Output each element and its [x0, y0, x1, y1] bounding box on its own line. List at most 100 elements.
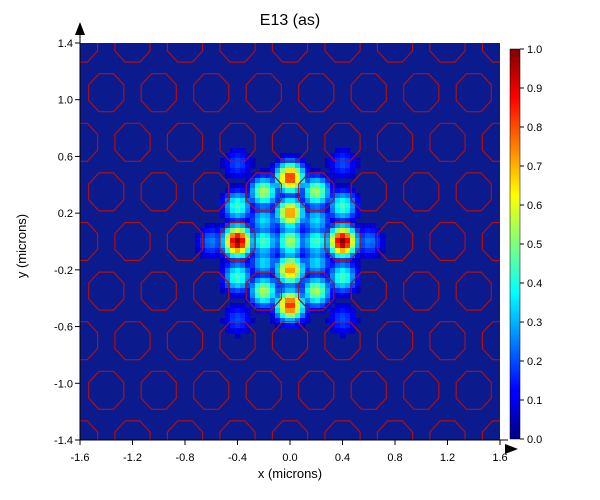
colorbar-tick-label: 0.6 [527, 200, 542, 212]
field-cell [235, 323, 241, 329]
field-cell [265, 168, 271, 174]
air-hole [324, 122, 361, 162]
field-cell [280, 248, 286, 254]
x-tick-label: -1.2 [123, 452, 142, 464]
field-cell [275, 303, 281, 309]
field-cell [230, 223, 236, 229]
field-cell [245, 183, 251, 189]
field-cell [240, 208, 246, 214]
field-cell [295, 203, 301, 209]
field-cell [315, 223, 321, 229]
field-cell [310, 308, 316, 314]
field-cell [240, 183, 246, 189]
field-cell [330, 288, 336, 294]
field-cell [195, 248, 201, 254]
field-cell [280, 218, 286, 224]
field-cell [210, 248, 216, 254]
field-cell [230, 293, 236, 299]
field-cell [240, 168, 246, 174]
field-cell [255, 258, 261, 264]
field-cell [210, 228, 216, 234]
field-cell [245, 268, 251, 274]
field-cell [320, 198, 326, 204]
field-cell [335, 323, 341, 329]
field-cell [290, 163, 296, 169]
air-hole [36, 471, 71, 500]
field-cell [330, 253, 336, 259]
field-cell [275, 218, 281, 224]
field-cell [320, 173, 326, 179]
field-cell [325, 223, 331, 229]
air-hole [89, 0, 124, 13]
field-cell [245, 293, 251, 299]
field-cell [290, 233, 296, 239]
field-cell [375, 253, 381, 259]
field-cell [340, 188, 346, 194]
field-cell [210, 233, 216, 239]
field-cell [300, 208, 306, 214]
field-cell [265, 248, 271, 254]
field-cell [295, 163, 301, 169]
field-cell [280, 298, 286, 304]
field-cell [295, 283, 301, 289]
field-cell [285, 238, 291, 244]
field-cell [260, 298, 266, 304]
field-cell [250, 318, 256, 324]
field-cell [255, 243, 261, 249]
field-cell [345, 218, 351, 224]
field-cell [290, 323, 296, 329]
field-cell [305, 193, 311, 199]
field-cell [235, 168, 241, 174]
field-cell [265, 203, 271, 209]
air-hole [324, 221, 361, 262]
field-cell [295, 278, 301, 284]
field-cell [330, 278, 336, 284]
field-cell [370, 248, 376, 254]
field-cell [305, 318, 311, 324]
field-cell [260, 258, 266, 264]
field-cell [305, 258, 311, 264]
air-hole [429, 321, 466, 361]
air-hole [587, 123, 600, 161]
field-cell [240, 268, 246, 274]
field-cell [280, 308, 286, 314]
field-cell [345, 263, 351, 269]
field-cell [315, 308, 321, 314]
field-cell [300, 168, 306, 174]
field-cell [330, 233, 336, 239]
air-hole [0, 173, 19, 211]
field-cell [275, 323, 281, 329]
field-cell [300, 293, 306, 299]
field-cell [310, 258, 316, 264]
field-cell [340, 283, 346, 289]
field-cell [310, 193, 316, 199]
field-cell [230, 163, 236, 169]
field-cell [240, 323, 246, 329]
field-cell [340, 328, 346, 334]
field-cell [295, 153, 301, 159]
field-cell [345, 288, 351, 294]
air-hole [324, 321, 361, 361]
field-cell [285, 178, 291, 184]
air-hole [88, 73, 125, 113]
field-cell [315, 193, 321, 199]
air-hole [36, 173, 71, 211]
field-cell [345, 318, 351, 324]
field-cell [335, 228, 341, 234]
field-cell [235, 308, 241, 314]
field-cell [250, 173, 256, 179]
field-cell [335, 318, 341, 324]
field-cell [340, 313, 346, 319]
field-cell [255, 238, 261, 244]
field-cell [260, 278, 266, 284]
field-cell [275, 278, 281, 284]
field-cell [345, 168, 351, 174]
field-cell [335, 218, 341, 224]
field-cell [280, 208, 286, 214]
field-cell [340, 333, 346, 339]
field-cell [335, 273, 341, 279]
field-cell [225, 208, 231, 214]
field-cell [250, 298, 256, 304]
field-cell [285, 233, 291, 239]
field-cell [365, 243, 371, 249]
